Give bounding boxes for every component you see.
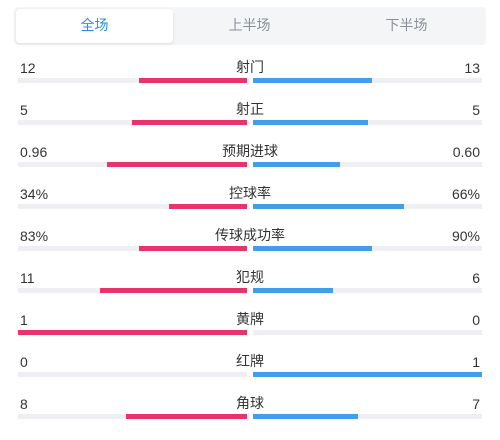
home-value: 12 bbox=[20, 60, 36, 76]
away-value: 0 bbox=[472, 312, 480, 328]
away-value: 7 bbox=[472, 396, 480, 412]
away-value: 13 bbox=[464, 60, 480, 76]
away-bar-track bbox=[253, 330, 482, 335]
away-value: 66% bbox=[451, 186, 480, 202]
away-bar bbox=[253, 78, 372, 83]
stat-label: 控球率 bbox=[229, 186, 271, 202]
home-value: 5 bbox=[20, 102, 28, 118]
away-bar bbox=[253, 414, 358, 419]
away-value: 6 bbox=[472, 270, 480, 286]
away-value: 90% bbox=[451, 228, 480, 244]
away-bar bbox=[253, 246, 372, 251]
stat-row: 5 射正 5 bbox=[0, 102, 500, 132]
tab-second-half[interactable]: 下半场 bbox=[385, 18, 428, 34]
stat-label: 角球 bbox=[236, 396, 264, 412]
tab-full-match[interactable]: 全场 bbox=[16, 9, 173, 43]
stat-row: 8 角球 7 bbox=[0, 396, 500, 426]
home-value: 0 bbox=[20, 354, 28, 370]
home-value: 11 bbox=[20, 270, 35, 286]
away-value: 1 bbox=[472, 354, 480, 370]
away-value: 0.60 bbox=[452, 144, 480, 160]
home-value: 83% bbox=[20, 228, 49, 244]
stat-label: 射正 bbox=[236, 102, 264, 118]
tab-first-half[interactable]: 上半场 bbox=[228, 18, 271, 34]
away-bar bbox=[253, 204, 404, 209]
stat-label: 射门 bbox=[236, 60, 264, 76]
home-value: 1 bbox=[20, 312, 28, 328]
away-value: 5 bbox=[472, 102, 480, 118]
home-value: 0.96 bbox=[20, 144, 48, 160]
home-bar bbox=[18, 330, 247, 335]
home-value: 34% bbox=[20, 186, 49, 202]
stat-row: 1 黄牌 0 bbox=[0, 312, 500, 342]
away-bar-track bbox=[253, 288, 482, 293]
home-bar bbox=[100, 288, 247, 293]
away-bar bbox=[253, 120, 368, 125]
stat-row: 0.96 预期进球 0.60 bbox=[0, 144, 500, 174]
period-tabs: 全场 上半场 下半场 bbox=[14, 7, 486, 45]
away-bar bbox=[253, 162, 340, 167]
home-bar bbox=[139, 246, 247, 251]
stat-label: 黄牌 bbox=[236, 312, 264, 328]
stat-label: 预期进球 bbox=[222, 144, 278, 160]
home-value: 8 bbox=[20, 396, 28, 412]
stat-row: 11 犯规 6 bbox=[0, 270, 500, 300]
home-bar bbox=[126, 414, 247, 419]
home-bar bbox=[139, 78, 247, 83]
stat-label: 传球成功率 bbox=[215, 228, 285, 244]
home-bar-track bbox=[18, 246, 247, 251]
away-bar-track bbox=[253, 162, 482, 167]
home-bar bbox=[107, 162, 247, 167]
stat-label: 犯规 bbox=[236, 270, 264, 286]
home-bar-track bbox=[18, 372, 247, 377]
away-bar bbox=[253, 288, 333, 293]
stat-row: 83% 传球成功率 90% bbox=[0, 228, 500, 258]
away-bar-track bbox=[253, 414, 482, 419]
stat-row: 12 射门 13 bbox=[0, 60, 500, 90]
away-bar bbox=[253, 372, 482, 377]
home-bar-track bbox=[18, 204, 247, 209]
stat-row: 34% 控球率 66% bbox=[0, 186, 500, 216]
home-bar bbox=[132, 120, 247, 125]
stat-label: 红牌 bbox=[236, 354, 264, 370]
home-bar bbox=[169, 204, 247, 209]
home-bar-track bbox=[18, 78, 247, 83]
stat-row: 0 红牌 1 bbox=[0, 354, 500, 384]
